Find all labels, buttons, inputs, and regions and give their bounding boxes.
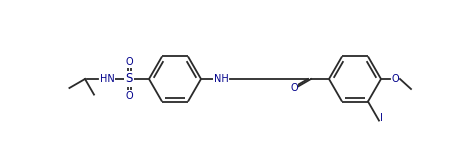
- Text: HN: HN: [100, 74, 114, 84]
- Text: S: S: [125, 73, 133, 86]
- Text: O: O: [391, 74, 399, 84]
- Text: NH: NH: [214, 74, 228, 84]
- Text: I: I: [380, 113, 383, 123]
- Text: O: O: [290, 83, 298, 93]
- Text: O: O: [125, 91, 133, 101]
- Text: O: O: [125, 57, 133, 67]
